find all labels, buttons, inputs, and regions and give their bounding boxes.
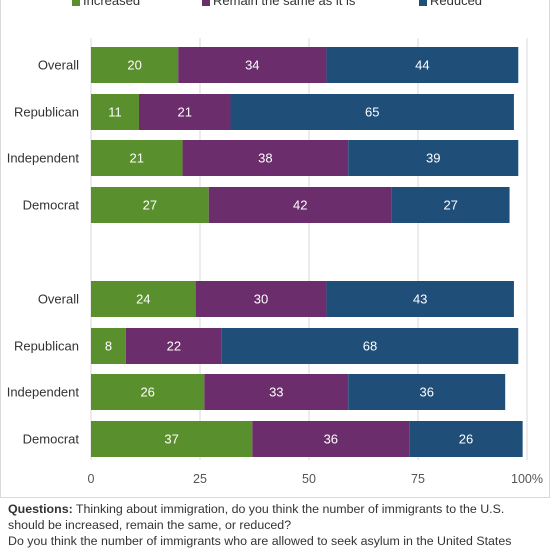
data-label: 33 — [269, 385, 283, 400]
question-2: Do you think the number of immigrants wh… — [8, 534, 512, 548]
data-label: 27 — [443, 198, 457, 213]
bar-segment-increased — [91, 140, 183, 176]
legend-swatch-reduced — [419, 0, 427, 6]
legend-swatch-increased — [72, 0, 80, 6]
bar-segment-remain-the-same-as-it-is — [208, 187, 392, 223]
bar-segment-reduced — [230, 94, 514, 130]
x-tick-label: 75 — [411, 472, 425, 486]
data-label: 24 — [136, 292, 150, 307]
data-label: 43 — [413, 292, 427, 307]
bar-segment-reduced — [409, 421, 523, 457]
bar-segment-remain-the-same-as-it-is — [252, 421, 410, 457]
bar-segment-reduced — [348, 140, 519, 176]
bar-segment-reduced — [391, 187, 510, 223]
data-label: 22 — [167, 339, 181, 354]
bars: 20 34 44 11 21 65 21 38 39 27 42 27 24 30 43 8 22 68 26 33 3… — [91, 47, 523, 457]
data-label: 26 — [459, 432, 473, 447]
category-label-independent: Independent — [7, 385, 80, 400]
data-label: 38 — [258, 151, 272, 166]
data-label: 37 — [164, 432, 178, 447]
data-label: 21 — [178, 105, 192, 120]
category-label-republican: Republican — [14, 105, 79, 120]
data-label: 11 — [108, 105, 122, 120]
bar-segment-remain-the-same-as-it-is — [138, 94, 231, 130]
data-label: 34 — [245, 58, 259, 73]
bar-segment-increased — [91, 421, 253, 457]
bar-segment-increased — [91, 47, 179, 83]
data-label: 26 — [140, 385, 154, 400]
x-tick-label: 100% — [511, 472, 543, 486]
bar-segment-reduced — [326, 281, 514, 317]
bar-segment-remain-the-same-as-it-is — [195, 281, 327, 317]
bar-segment-reduced — [326, 47, 519, 83]
x-tick-label: 50 — [302, 472, 316, 486]
x-tick-label: 25 — [193, 472, 207, 486]
data-label: 27 — [143, 198, 157, 213]
category-label-independent: Independent — [7, 151, 80, 166]
x-axis-ticks: 0 25 50 75 100% — [88, 472, 543, 486]
data-label: 68 — [363, 339, 377, 354]
category-label-democrat: Democrat — [23, 198, 80, 213]
bar-segment-increased — [91, 374, 205, 410]
data-label: 44 — [415, 58, 429, 73]
data-label: 21 — [130, 151, 144, 166]
data-label: 30 — [254, 292, 268, 307]
category-label-overall: Overall — [38, 58, 79, 73]
category-labels: Overall Republican Independent Democrat Over… — [7, 58, 80, 447]
bar-segment-increased — [91, 328, 126, 364]
bar-segment-increased — [91, 187, 209, 223]
stacked-bar-chart: Increased Remain the same as it is Reduced… — [7, 0, 543, 486]
questions-note: Questions: Thinking about immigration, d… — [8, 501, 544, 549]
data-label: 36 — [324, 432, 338, 447]
data-label: 39 — [426, 151, 440, 166]
question-1-text: Thinking about immigration, do you think… — [8, 502, 505, 532]
legend-swatch-remain-the-same-as-it-is — [202, 0, 210, 6]
data-label: 20 — [127, 58, 141, 73]
bar-segment-remain-the-same-as-it-is — [125, 328, 222, 364]
category-label-democrat: Democrat — [23, 432, 80, 447]
bar-segment-increased — [91, 94, 139, 130]
legend-label-increased: Increased — [83, 0, 140, 8]
bar-segment-reduced — [348, 374, 506, 410]
category-label-overall: Overall — [38, 292, 79, 307]
questions-label: Questions: — [8, 502, 73, 516]
question-1: Questions: Thinking about immigration, d… — [8, 501, 544, 533]
category-label-republican: Republican — [14, 339, 79, 354]
legend: Increased Remain the same as it is Reduced — [72, 0, 482, 8]
legend-label-remain-the-same-as-it-is: Remain the same as it is — [213, 0, 356, 8]
bar-segment-remain-the-same-as-it-is — [182, 140, 349, 176]
data-label: 42 — [293, 198, 307, 213]
x-tick-label: 0 — [88, 472, 95, 486]
bar-segment-remain-the-same-as-it-is — [204, 374, 349, 410]
data-label: 36 — [419, 385, 433, 400]
data-label: 65 — [365, 105, 379, 120]
data-label: 8 — [105, 339, 112, 354]
bar-segment-reduced — [221, 328, 519, 364]
bar-segment-remain-the-same-as-it-is — [178, 47, 327, 83]
bar-segment-increased — [91, 281, 196, 317]
legend-label-reduced: Reduced — [430, 0, 482, 8]
